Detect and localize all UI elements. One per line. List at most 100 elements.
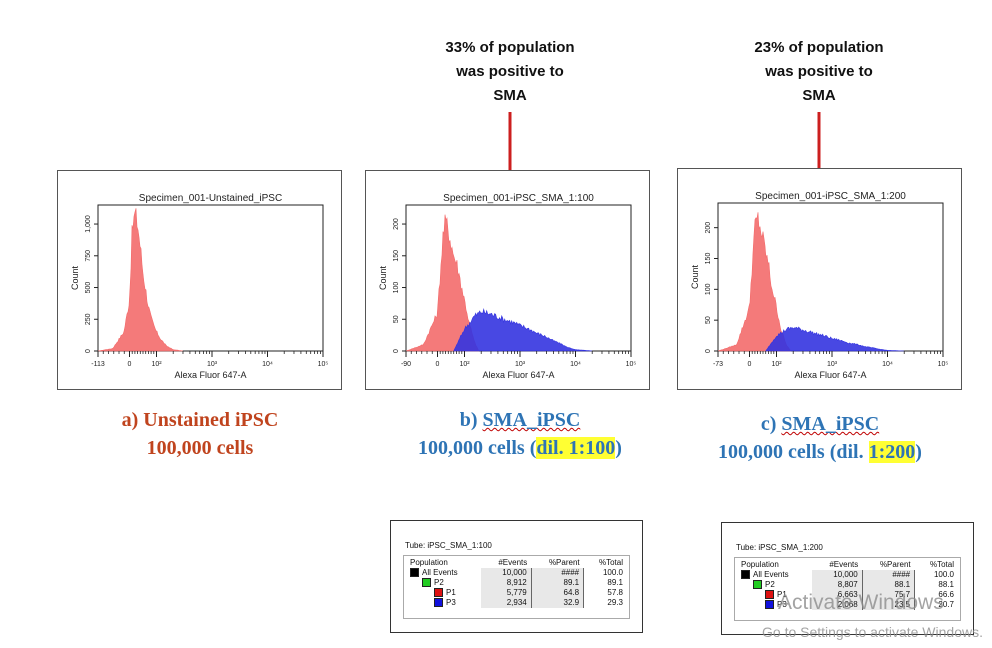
x-tick-label: 10² [151, 361, 162, 368]
caption-b-prefix: b) [459, 409, 483, 431]
population-color-swatch [434, 588, 443, 598]
histogram-title: Specimen_001-iPSC_SMA_1:200 [755, 191, 906, 202]
population-label: P2 [765, 580, 775, 589]
x-tick-label: -90 [401, 361, 411, 368]
table-row: P3 2,934 32.9 29.3 [406, 598, 627, 608]
events-value: 10,000 [812, 570, 863, 580]
caption-b: b) SMA_iPSC 100,000 cells (dil. 1:100) [350, 406, 690, 462]
caption-c-dilution-highlight: 1:200 [868, 441, 916, 463]
y-tick-label: 250 [85, 313, 92, 325]
histogram-title: Specimen_001-Unstained_iPSC [139, 193, 282, 204]
caption-c: c) SMA_iPSC 100,000 cells (dil. 1:200) [650, 410, 990, 466]
histogram-svg: Specimen_001-iPSC_SMA_1:200 0 50 100 150 200 C… [690, 191, 949, 380]
x-tick-label: 10⁴ [570, 361, 581, 368]
parent-percent-value: #### [531, 568, 585, 578]
y-tick-label: 100 [705, 283, 712, 295]
caption-c-suffix: ) [915, 441, 922, 463]
population-name: P2 [737, 580, 812, 590]
y-tick-label: 0 [393, 349, 400, 353]
caption-c-title: SMA_iPSC [781, 413, 880, 435]
x-tick-label: 10³ [515, 361, 526, 368]
column-header: %Total [598, 558, 623, 567]
y-tick-label: 50 [705, 316, 712, 324]
column-header: %Total [929, 560, 954, 569]
y-tick-label: 100 [393, 282, 400, 294]
series-area-unstained-peak [717, 212, 792, 352]
stats-table-1-200: Tube: iPSC_SMA_1:200 Population #Events %Pa… [721, 522, 974, 635]
annotation-c-line-1: 23% of population [754, 39, 884, 56]
x-tick-label: 0 [436, 361, 440, 368]
column-header: Population [741, 560, 779, 569]
x-tick-label: 10⁴ [262, 361, 273, 368]
total-percent-value: 100.0 [933, 570, 954, 579]
population-color-swatch [741, 570, 750, 580]
population-name: P1 [737, 590, 812, 600]
events-value: 8,807 [812, 580, 863, 590]
parent-percent-value: 23.5 [862, 600, 916, 610]
y-tick-label: 750 [85, 250, 92, 262]
plot-frame [97, 204, 324, 352]
y-tick-label: 500 [85, 282, 92, 294]
parent-percent-value: 64.8 [531, 588, 585, 598]
x-tick-label: 10⁵ [318, 361, 329, 368]
total-percent-value: 89.1 [607, 578, 623, 587]
caption-b-suffix: ) [615, 437, 622, 459]
caption-a-line-2: 100,000 cells [146, 437, 254, 459]
population-color-swatch [765, 590, 774, 600]
caption-b-line-1: b) SMA_iPSC [350, 406, 690, 434]
caption-c-cells: 100,000 cells (dil. [718, 441, 869, 463]
parent-percent-value: #### [862, 570, 916, 580]
population-color-swatch [753, 580, 762, 590]
table-row: All Events 10,000 #### 100.0 [737, 570, 958, 580]
tube-label: Tube: iPSC_SMA_1:200 [736, 543, 823, 552]
population-label: P3 [777, 600, 787, 609]
y-axis-label: Count [690, 265, 700, 290]
tube-label: Tube: iPSC_SMA_1:100 [405, 541, 492, 550]
events-value: 2,068 [812, 600, 863, 610]
total-percent-value: 100.0 [602, 568, 623, 577]
population-name: All Events [737, 570, 812, 580]
annotation-c-line-3: SMA [802, 87, 836, 104]
events-value: 5,779 [481, 588, 532, 598]
annotation-b-line-2: was positive to [456, 63, 564, 80]
events-value: 8,912 [481, 578, 532, 588]
population-color-swatch [434, 598, 443, 608]
population-table-box: Population #Events %Parent %Total All Events… [403, 555, 630, 619]
population-name: All Events [406, 568, 481, 578]
x-axis-label: Alexa Fluor 647-A [794, 370, 866, 380]
population-color-swatch [422, 578, 431, 588]
caption-b-cells: 100,000 cells ( [418, 437, 537, 459]
population-table: Population #Events %Parent %Total All Events… [406, 558, 627, 608]
x-tick-label: 10⁵ [938, 361, 949, 368]
parent-percent-value: 32.9 [531, 598, 585, 608]
population-name: P1 [406, 588, 481, 598]
series-area-unstained-peak [405, 214, 480, 352]
caption-b-title: SMA_iPSC [482, 409, 581, 431]
column-header: %Parent [879, 560, 911, 569]
y-tick-label: 0 [705, 349, 712, 353]
x-tick-label: 0 [128, 361, 132, 368]
y-axis-label: Count [70, 266, 80, 291]
stats-table-1-100: Tube: iPSC_SMA_1:100 Population #Events %Pa… [390, 520, 643, 633]
y-tick-label: 150 [705, 253, 712, 265]
population-label: P2 [434, 578, 444, 587]
population-name: P3 [737, 600, 812, 610]
histogram-svg: Specimen_001-iPSC_SMA_1:100 0 50 100 150 200 C… [378, 193, 636, 380]
table-row: P1 5,779 64.8 57.8 [406, 588, 627, 598]
events-value: 6,663 [812, 590, 863, 600]
x-axis-label: Alexa Fluor 647-A [174, 370, 246, 380]
caption-c-prefix: c) [760, 413, 782, 435]
column-header: #Events [829, 560, 859, 569]
annotation-c-line-2: was positive to [765, 63, 873, 80]
table-row: P2 8,807 88.1 88.1 [737, 580, 958, 590]
total-percent-value: 20.7 [938, 600, 954, 609]
total-percent-value: 57.8 [607, 588, 623, 597]
x-tick-label: -73 [713, 361, 723, 368]
population-label: All Events [422, 568, 458, 577]
y-axis-label: Count [378, 266, 388, 291]
total-percent-value: 88.1 [938, 580, 954, 589]
table-row: P3 2,068 23.5 20.7 [737, 600, 958, 610]
table-row: P1 6,663 75.7 66.6 [737, 590, 958, 600]
caption-a-line-1: a) Unstained iPSC [121, 409, 279, 431]
caption-a: a) Unstained iPSC 100,000 cells [60, 406, 340, 462]
